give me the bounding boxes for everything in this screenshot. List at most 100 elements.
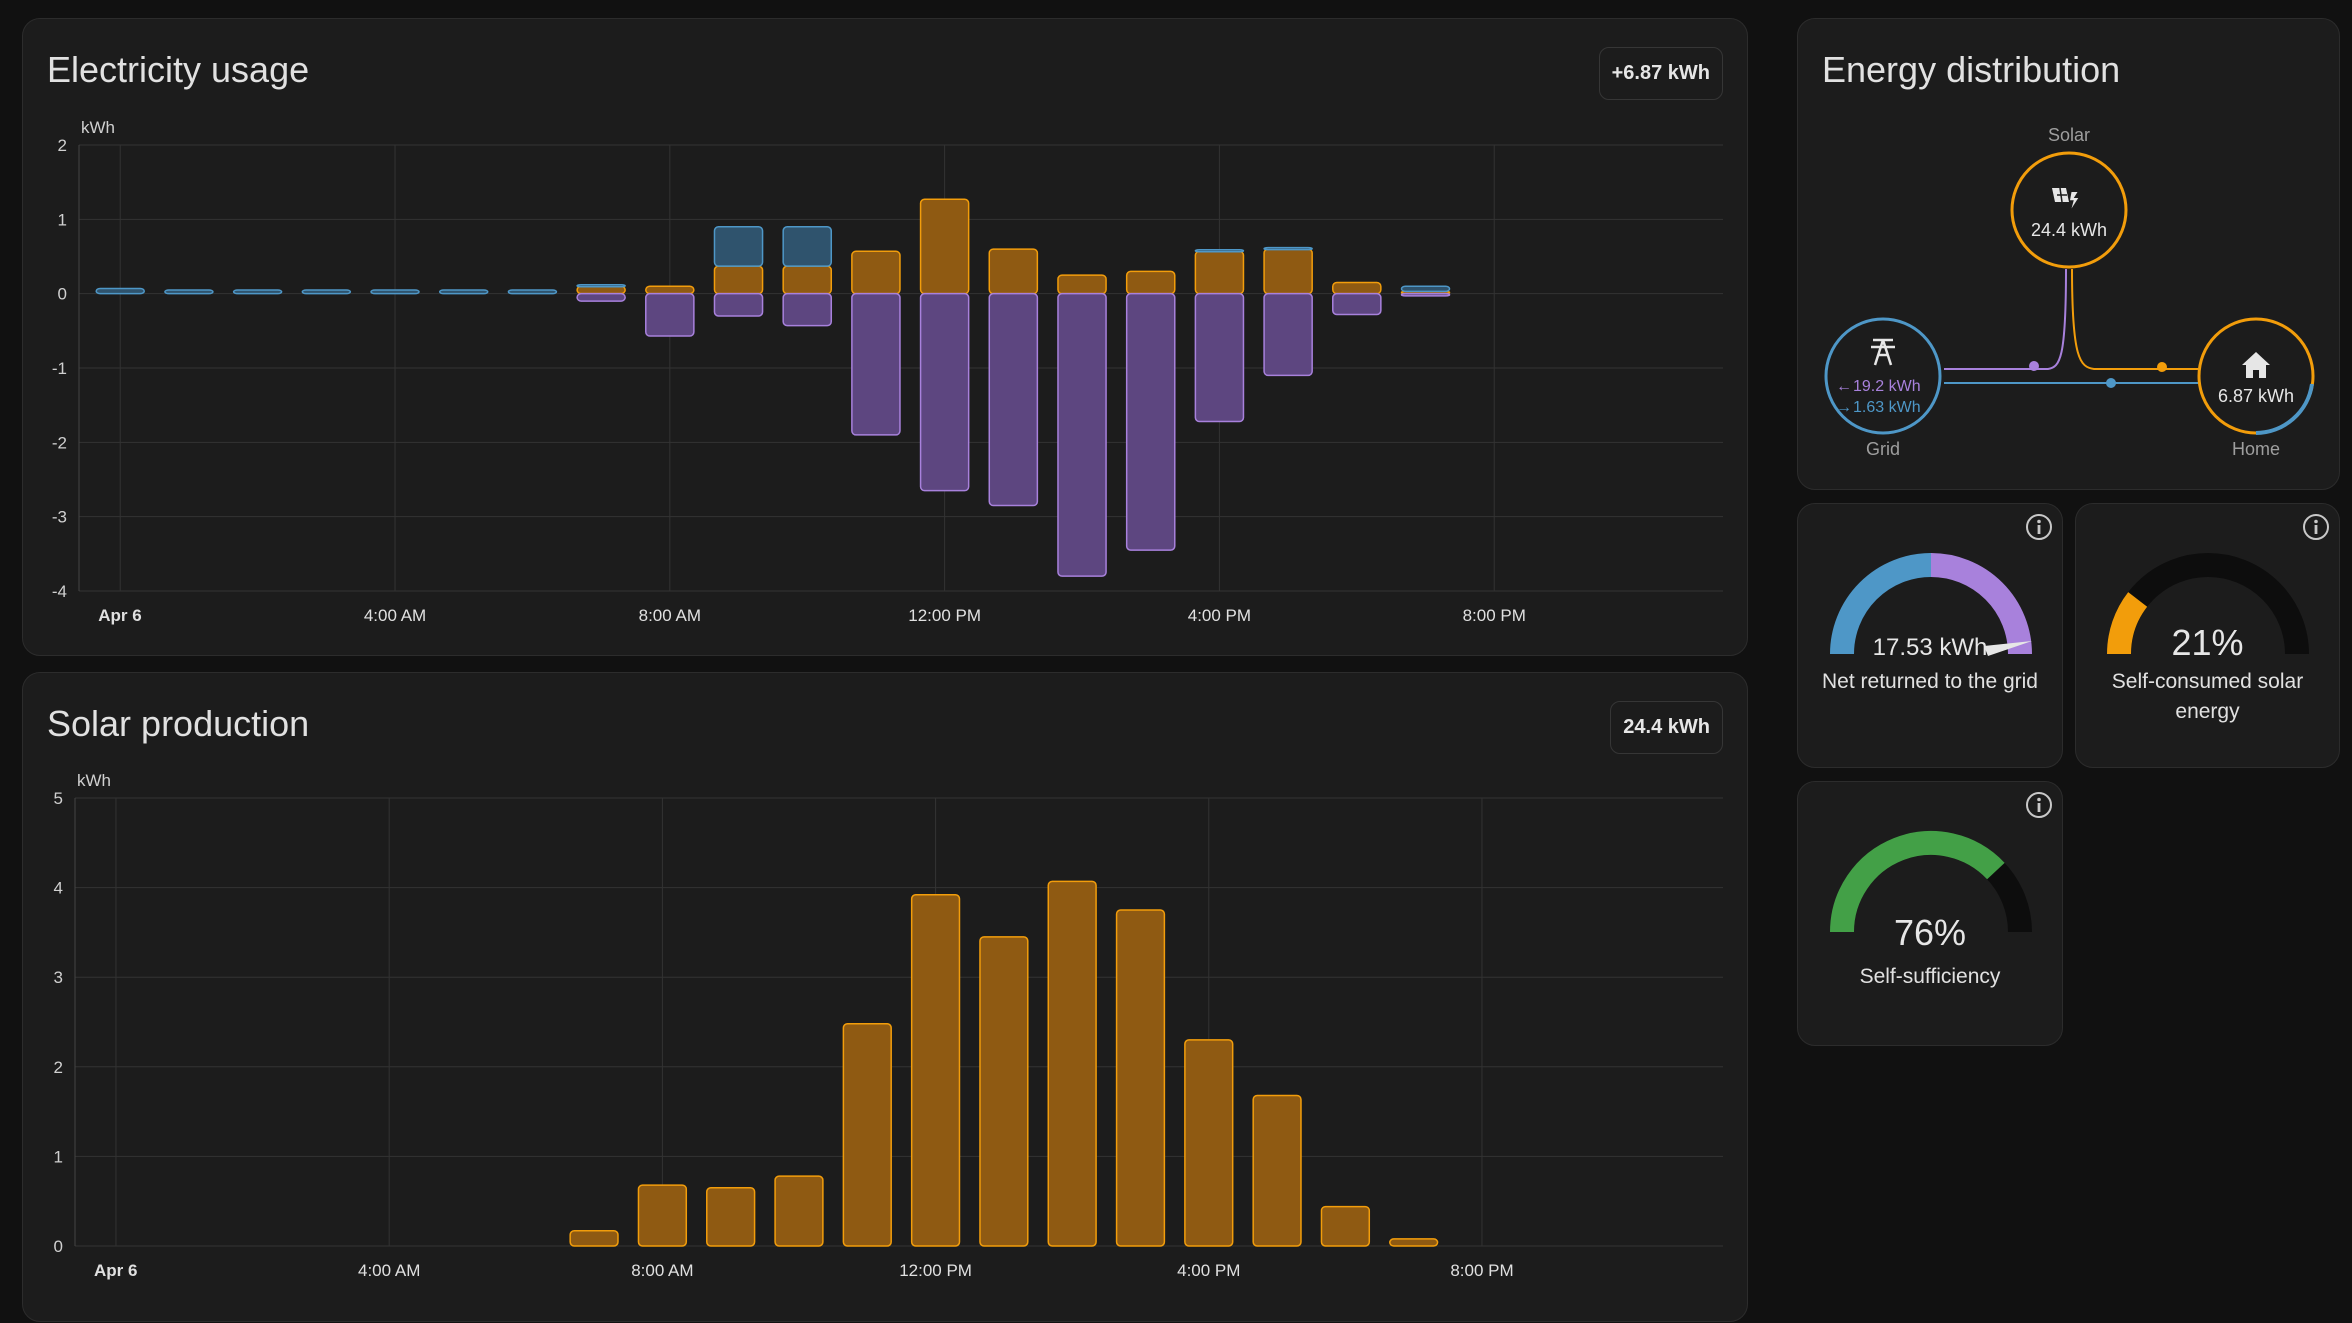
solar-to-home-flow (2071, 268, 2198, 370)
solar-node[interactable] (2010, 151, 2128, 269)
y-tick-label: 2 (54, 1058, 63, 1077)
y-tick-label: -4 (52, 582, 67, 601)
x-tick-label: 8:00 PM (1450, 1261, 1513, 1280)
gauge-label: Net returned to the grid (1822, 670, 2038, 693)
usage-grid-import-bar (164, 289, 214, 295)
info-icon[interactable] (2024, 790, 2054, 820)
usage-grid-import-bar (438, 289, 489, 295)
solar-production-bar (774, 1175, 824, 1247)
usage-grid-return-bar (1400, 292, 1451, 297)
usage-grid-import-bar (1194, 249, 1245, 253)
usage-grid-return-bar (919, 292, 970, 492)
net-usage-badge[interactable]: +6.87 kWh (1598, 47, 1723, 100)
x-tick-label: Apr 6 (98, 606, 141, 625)
x-tick-label: 8:00 PM (1463, 606, 1526, 625)
energy-distribution-title: Energy distribution (1822, 49, 2121, 90)
usage-solar-bar (1194, 250, 1245, 295)
usage-grid-import-bar (370, 289, 420, 295)
solar-node-value: 24.4 kWh (2031, 220, 2107, 240)
info-icon[interactable] (2024, 512, 2054, 542)
info-icon[interactable] (2301, 512, 2331, 542)
self-consumed-gauge (2107, 553, 2309, 655)
x-tick-label: Apr 6 (94, 1261, 137, 1280)
solar-production-bar (637, 1184, 688, 1247)
solar-to-grid-flow (1944, 268, 2067, 370)
solar-production-bar (1115, 909, 1166, 1247)
solar-production-bar (979, 936, 1029, 1247)
solar-panel-icon (2052, 187, 2079, 209)
gauge-value: 21% (2171, 622, 2244, 663)
usage-solar-bar (782, 265, 833, 295)
solar-production-bar (1184, 1039, 1234, 1247)
usage-solar-bar (1263, 248, 1313, 295)
electricity-usage-chart[interactable]: 2 1 0 -1 -2 -3 -4 kWh Apr 6 4:00 AM 8:00 AM 12:00 P… (23, 19, 1749, 657)
y-tick-label: 2 (58, 136, 67, 155)
net-returned-card[interactable]: 17.53 kWh Net returned to the grid (1797, 503, 2063, 768)
solar-production-bar (842, 1023, 892, 1247)
usage-grid-return-bar (782, 292, 833, 327)
usage-grid-import-bar (232, 289, 283, 295)
usage-grid-return-bar (713, 292, 764, 317)
home-node-value: 6.87 kWh (2218, 386, 2294, 406)
x-tick-label: 4:00 PM (1188, 606, 1251, 625)
y-tick-label: 1 (54, 1147, 63, 1166)
solar-total-badge[interactable]: 24.4 kWh (1610, 701, 1723, 754)
gauge-fill-arc (1830, 831, 2005, 933)
usage-solar-bar (1332, 281, 1382, 295)
y-tick-label: 0 (58, 285, 67, 304)
y-tick-label: 3 (54, 968, 63, 987)
usage-solar-bar (1057, 274, 1107, 295)
electricity-usage-title: Electricity usage (47, 49, 310, 90)
x-tick-label: 4:00 PM (1177, 1261, 1240, 1280)
usage-grid-return-bar (645, 292, 695, 337)
usage-grid-return-bar (1332, 292, 1382, 316)
flow-dot (2106, 378, 2116, 388)
distribution-diagram: Solar 24.4 kWh ← 19.2 kWh → 1.63 kWh Gri… (1824, 125, 2315, 459)
usage-grid-return-bar (1263, 292, 1313, 377)
usage-solar-bar (713, 265, 764, 295)
x-tick-label: 4:00 AM (358, 1261, 420, 1280)
usage-grid-return-bar (988, 292, 1039, 507)
x-tick-label: 4:00 AM (364, 606, 426, 625)
x-tick-label: 12:00 PM (899, 1261, 972, 1280)
grid-out-arrow: ← (1836, 378, 1852, 395)
grid-node[interactable] (1824, 317, 1942, 435)
y-axis-unit: kWh (81, 118, 115, 137)
usage-solar-bar (645, 285, 695, 295)
solar-production-bar (1320, 1205, 1371, 1247)
y-tick-label: 4 (54, 879, 63, 898)
y-tick-label: -2 (52, 433, 67, 452)
solar-production-bar (910, 894, 961, 1247)
self-consumed-card[interactable]: 21% Self-consumed solar energy (2075, 503, 2340, 768)
usage-grid-import-bar (507, 289, 558, 295)
solar-production-chart[interactable]: 5 4 3 2 1 0 kWh Apr 6 4:00 AM 8:00 AM 12:00 PM 4:00… (23, 673, 1749, 1323)
usage-grid-import-bar (782, 226, 833, 267)
electricity-usage-card: Electricity usage +6.87 kWh 2 1 0 -1 -2 -3 -4 k… (22, 18, 1748, 656)
y-axis-unit: kWh (77, 771, 111, 790)
solar-production-title: Solar production (47, 703, 310, 744)
usage-grid-return-bar (1194, 292, 1245, 423)
x-tick-label: 8:00 AM (631, 1261, 693, 1280)
usage-grid-import-bar (1400, 285, 1451, 293)
usage-grid-import-bar (713, 226, 764, 267)
grid-node-label: Grid (1866, 439, 1900, 459)
solar-production-bar (706, 1187, 756, 1247)
transmission-tower-icon (1871, 338, 1895, 366)
usage-solar-bar (1125, 270, 1176, 295)
usage-grid-return-bar (1125, 292, 1176, 551)
flow-dot (2029, 361, 2039, 371)
grid-in-arrow: → (1836, 399, 1852, 416)
solar-production-bar (1252, 1094, 1302, 1247)
y-tick-label: -3 (52, 508, 67, 527)
y-tick-label: 5 (54, 789, 63, 808)
self-sufficiency-card[interactable]: 76% Self-sufficiency (1797, 781, 2063, 1046)
usage-grid-import-bar (95, 287, 146, 295)
solar-production-bar (1389, 1238, 1439, 1247)
usage-grid-return-bar (1057, 292, 1107, 577)
usage-solar-bar (988, 248, 1039, 295)
gauge-value: 17.53 kWh (1872, 634, 1988, 661)
solar-production-card: Solar production 24.4 kWh 5 4 3 2 1 0 kWh Apr 6… (22, 672, 1748, 1322)
solar-production-bar (1047, 880, 1097, 1247)
x-tick-label: 12:00 PM (908, 606, 981, 625)
y-tick-label: 0 (54, 1237, 63, 1256)
